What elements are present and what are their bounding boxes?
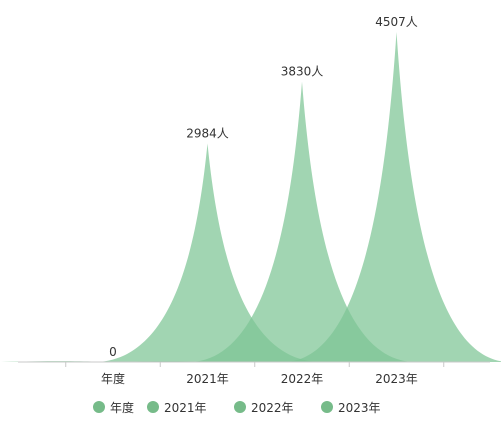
peak-1 — [95, 143, 320, 362]
x-tick-label: 2023年 — [375, 372, 418, 386]
legend-marker[interactable] — [147, 401, 159, 413]
legend: 年度 2021年 2022年 2023年 — [93, 400, 381, 415]
data-label: 2984人 — [186, 127, 229, 141]
legend-marker[interactable] — [234, 401, 246, 413]
x-tick-label: 年度 — [101, 371, 125, 386]
legend-label[interactable]: 2023年 — [338, 401, 381, 415]
legend-marker[interactable] — [321, 401, 333, 413]
data-label: 3830人 — [281, 65, 324, 79]
legend-label[interactable]: 2022年 — [251, 401, 294, 415]
data-label: 0 — [109, 345, 117, 359]
legend-marker[interactable] — [93, 401, 105, 413]
data-label: 4507人 — [375, 15, 418, 29]
peak-2 — [190, 81, 414, 363]
peak-area-group — [1, 32, 501, 363]
x-axis-ticks: 年度 2021年 2022年 2023年 — [65, 362, 445, 386]
x-tick-label: 2022年 — [281, 372, 324, 386]
data-labels: 0 2984人 3830人 4507人 — [109, 15, 418, 359]
legend-label[interactable]: 2021年 — [164, 401, 207, 415]
legend-label[interactable]: 年度 — [110, 400, 134, 415]
x-tick-label: 2021年 — [186, 372, 229, 386]
peak-3 — [284, 32, 501, 362]
